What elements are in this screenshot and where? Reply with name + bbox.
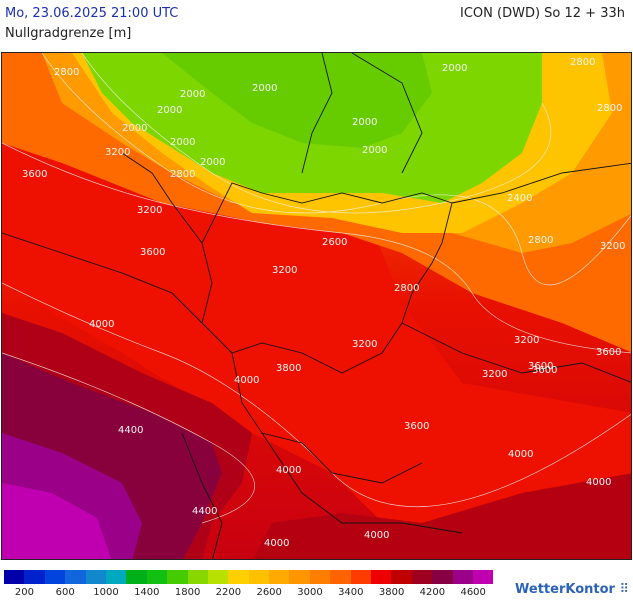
contour-label: 2800	[528, 235, 553, 246]
contour-label-layer: 2800 2000 2000 2000 2000 2000 2800 2000 …	[22, 57, 625, 549]
zone-alps	[253, 473, 631, 559]
contour-label: 3600	[532, 365, 557, 376]
contour-label: 2000	[252, 83, 277, 94]
legend-swatch	[391, 570, 412, 584]
contour-label: 4000	[234, 375, 259, 386]
parameter-title: Nullgradgrenze [m]	[5, 26, 132, 41]
legend-swatch	[472, 570, 494, 584]
legend-swatch	[411, 570, 433, 584]
contour-label: 2000	[180, 89, 205, 100]
legend-tick: 1000	[93, 587, 119, 598]
contour-label: 4400	[192, 506, 217, 517]
contour-label: 2000	[442, 63, 467, 74]
wetterkontor-logo: WetterKontor ⠿	[515, 582, 629, 597]
contour-label: 2000	[362, 145, 387, 156]
contour-label: 3600	[596, 347, 621, 358]
zone-4800	[2, 483, 112, 559]
contour-label: 3800	[276, 363, 301, 374]
contour-label: 3200	[482, 369, 507, 380]
contour-label: 2800	[170, 169, 195, 180]
zone-1800	[162, 53, 432, 148]
contour-label: 4000	[586, 477, 611, 488]
contour-label: 2600	[322, 237, 347, 248]
legend-tick-labels: 200 600 1000 1400 1800 2200 2600 3000 3400 3800 42…	[4, 587, 524, 601]
legend-swatch	[146, 570, 168, 584]
contour-label: 4000	[264, 538, 289, 549]
contour-label: 2800	[597, 103, 622, 114]
legend-tick: 1800	[174, 587, 201, 598]
legend-swatch	[105, 570, 127, 584]
freezing-level-map: 2800 2000 2000 2000 2000 2000 2800 2000 …	[1, 52, 632, 560]
legend-swatch	[24, 570, 45, 584]
legend-tick: 3800	[378, 587, 405, 598]
legend-swatch	[228, 570, 249, 584]
contour-label: 2400	[507, 193, 532, 204]
contour-label: 2000	[170, 137, 195, 148]
contour-label: 4400	[118, 425, 143, 436]
brand-dots-icon: ⠿	[619, 582, 629, 597]
contour-label: 3200	[272, 265, 297, 276]
contour-label: 3200	[514, 335, 539, 346]
legend-swatch	[269, 570, 290, 584]
legend-swatch	[248, 570, 270, 584]
contour-label: 2800	[54, 67, 79, 78]
contour-label: 4000	[276, 465, 301, 476]
legend-tick: 4200	[419, 587, 446, 598]
legend-swatch	[4, 570, 25, 584]
legend-tick: 4600	[460, 587, 486, 598]
legend-swatch	[126, 570, 147, 584]
contour-label: 2800	[394, 283, 419, 294]
model-run: ICON (DWD) So 12 + 33h	[460, 6, 625, 21]
legend-swatch	[371, 570, 392, 584]
contour-label: 3600	[404, 421, 429, 432]
legend-swatch	[44, 570, 66, 584]
legend-swatch	[350, 570, 372, 584]
legend-swatch	[207, 570, 229, 584]
legend-tick: 3000	[297, 587, 323, 598]
legend-swatch	[85, 570, 106, 584]
brand-name: WetterKontor	[515, 582, 615, 597]
legend-tick: 1400	[134, 587, 160, 598]
contour-label: 3600	[528, 361, 553, 372]
contour-label: 3200	[352, 339, 377, 350]
legend-swatch	[289, 570, 310, 584]
contour-label: 2000	[122, 123, 147, 134]
legend-tick: 2600	[256, 587, 282, 598]
legend-swatch	[330, 570, 351, 584]
contour-label: 2800	[570, 57, 595, 68]
map-canvas: 2800 2000 2000 2000 2000 2000 2800 2000 …	[2, 53, 631, 559]
color-legend	[4, 570, 494, 584]
contour-label: 4000	[508, 449, 533, 460]
contour-label: 3200	[105, 147, 130, 158]
legend-swatch	[65, 570, 86, 584]
contour-label: 2000	[352, 117, 377, 128]
contour-label: 3600	[22, 169, 47, 180]
legend-swatch	[432, 570, 453, 584]
legend-swatch	[187, 570, 208, 584]
legend-swatches	[4, 570, 494, 584]
contour-label: 3200	[600, 241, 625, 252]
contour-label: 3200	[137, 205, 162, 216]
contour-label: 2000	[200, 157, 225, 168]
country-borders	[2, 53, 631, 559]
legend-swatch	[452, 570, 473, 584]
legend-swatch	[167, 570, 188, 584]
contour-label: 4000	[89, 319, 114, 330]
legend-swatch	[309, 570, 331, 584]
legend-tick: 600	[55, 587, 75, 598]
legend-tick: 200	[14, 587, 34, 598]
legend-tick: 2200	[215, 587, 242, 598]
valid-time: Mo, 23.06.2025 21:00 UTC	[5, 6, 179, 21]
legend-tick: 3400	[338, 587, 364, 598]
contour-label: 2000	[157, 105, 182, 116]
contour-label: 3600	[140, 247, 165, 258]
contour-label: 4000	[364, 530, 389, 541]
